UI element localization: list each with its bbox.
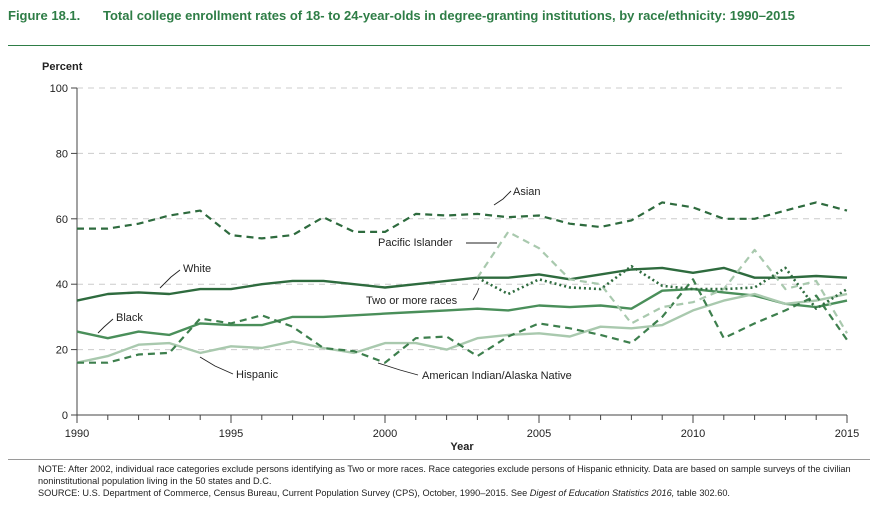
x-tick-label: 1990 [65, 428, 89, 440]
leader-line-white [159, 269, 181, 289]
line-chart: 0 20 40 60 80 100 1990 1995 2000 2005 2010 2015 Perc… [42, 61, 859, 453]
y-tick-label: 60 [56, 214, 68, 226]
series-line-two-or-more-races [476, 264, 848, 311]
notes-rule [8, 459, 870, 460]
x-tick-label: 2005 [527, 428, 551, 440]
y-tick-label: 80 [56, 148, 68, 160]
figure-number: Figure 18.1. [8, 8, 81, 23]
y-axis-title: Percent [42, 61, 83, 73]
series-line-asian [77, 201, 848, 240]
title-rule [8, 45, 870, 46]
series-label-asian: Asian [513, 186, 541, 198]
source-suffix: table 302.60. [674, 488, 730, 498]
x-tick-label: 2010 [681, 428, 705, 440]
leader-line-asian [493, 190, 512, 206]
y-tick-label: 40 [56, 279, 68, 291]
y-tick-label: 100 [50, 83, 68, 95]
figure-title-text: Total college enrollment rates of 18- to… [103, 8, 795, 23]
leader-line-american-indian-alaska-native [377, 362, 419, 376]
series-label-pacific-islander: Pacific Islander [378, 237, 453, 249]
series-line-hispanic [76, 292, 848, 364]
x-axis-title: Year [450, 441, 474, 453]
series-label-black: Black [116, 312, 143, 324]
y-tick-label: 20 [56, 345, 68, 357]
series-line-pacific-islander [476, 230, 848, 334]
figure-notes: NOTE: After 2002, individual race catego… [38, 463, 868, 499]
x-tick-label: 2015 [835, 428, 859, 440]
series-label-american-indian-alaska-native: American Indian/Alaska Native [422, 370, 572, 382]
y-tick-label: 0 [62, 410, 68, 422]
series-label-two-or-more-races: Two or more races [366, 295, 458, 307]
source-text: SOURCE: U.S. Department of Commerce, Cen… [38, 487, 868, 499]
series-label-hispanic: Hispanic [236, 369, 279, 381]
series-line-white [76, 266, 848, 302]
leader-line-hispanic [199, 356, 234, 375]
source-prefix: SOURCE: U.S. Department of Commerce, Cen… [38, 488, 530, 498]
note-text: NOTE: After 2002, individual race catego… [38, 464, 851, 486]
leader-line-two-or-more-races [472, 287, 480, 301]
source-italic: Digest of Education Statistics 2016, [529, 488, 675, 498]
series-line-american-indian-alaska-native [77, 278, 848, 364]
series-line-black [76, 287, 848, 340]
x-tick-label: 1995 [219, 428, 243, 440]
series-label-white: White [183, 263, 211, 275]
leader-line-black [97, 318, 114, 334]
x-tick-label: 2000 [373, 428, 397, 440]
